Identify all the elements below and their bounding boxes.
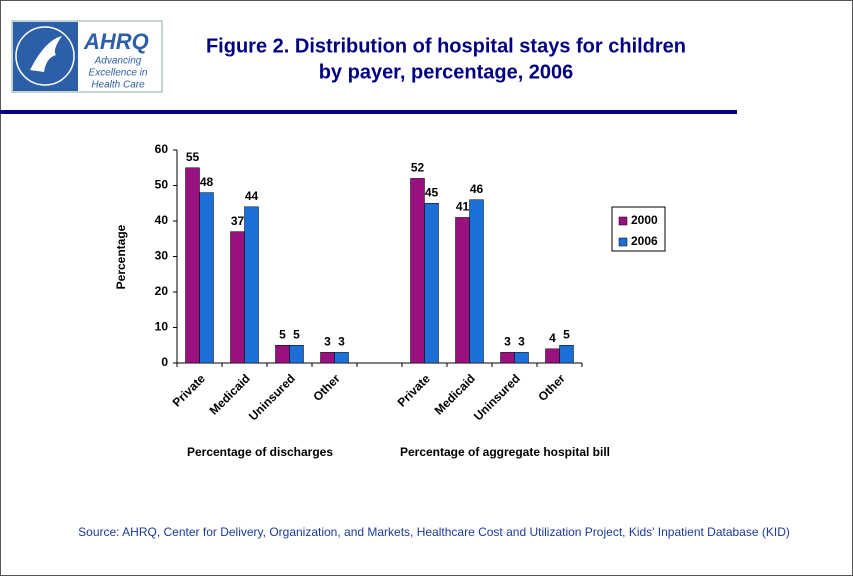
data-label: 52 [411, 161, 425, 175]
data-label: 5 [279, 327, 286, 341]
logo: AHRQ Advancing Excellence in Health Care [11, 20, 163, 93]
legend-label: 2000 [631, 213, 658, 227]
logo-name: AHRQ [83, 29, 149, 54]
x-tick-label: Uninsured [471, 371, 523, 423]
data-label: 5 [293, 327, 300, 341]
bar [559, 345, 574, 364]
bar [334, 352, 349, 364]
x-tick-label: Uninsured [246, 371, 298, 423]
chart-title: Figure 2. Distribution of hospital stays… [206, 35, 686, 57]
bar [230, 231, 245, 364]
y-tick-label: 40 [155, 213, 169, 227]
y-tick-label: 50 [155, 178, 169, 192]
y-axis-label: Percentage [114, 224, 128, 289]
data-label: 3 [324, 335, 331, 349]
data-label: 45 [425, 185, 439, 199]
bar [410, 178, 425, 364]
y-tick-label: 60 [155, 142, 169, 156]
chart-title: by payer, percentage, 2006 [319, 61, 574, 83]
data-label: 3 [338, 335, 345, 349]
bar [244, 206, 259, 364]
logo-tagline: Health Care [91, 80, 145, 91]
x-tick-label: Other [310, 371, 343, 404]
bar [469, 199, 484, 364]
bar [424, 203, 439, 364]
legend-swatch [618, 216, 628, 226]
y-tick-label: 30 [155, 249, 169, 263]
source: Source: AHRQ, Center for Delivery, Organ… [78, 525, 790, 539]
bar [275, 345, 290, 364]
seal-ring [15, 26, 75, 86]
logo-tagline: Advancing [94, 56, 142, 67]
bar [199, 192, 214, 364]
data-label: 4 [549, 331, 556, 345]
bar [514, 352, 529, 364]
legend-label: 2006 [631, 234, 658, 248]
group-label: Percentage of aggregate hospital bill [400, 445, 610, 459]
data-label: 37 [231, 214, 245, 228]
x-tick-label: Private [170, 371, 208, 409]
bar [545, 348, 560, 364]
eagle [30, 36, 62, 72]
y-tick-label: 0 [161, 355, 168, 369]
data-label: 5 [563, 327, 570, 341]
data-label: 44 [245, 189, 259, 203]
y-tick-label: 20 [155, 284, 169, 298]
bar [289, 345, 304, 364]
x-tick-label: Other [535, 371, 568, 404]
bar [455, 217, 470, 364]
y-tick-label: 10 [155, 320, 169, 334]
legend-swatch [618, 237, 628, 247]
data-label: 3 [518, 335, 525, 349]
data-label: 46 [470, 182, 484, 196]
bar [320, 352, 335, 364]
bar [185, 167, 200, 364]
data-label: 48 [200, 175, 214, 189]
group-label: Percentage of discharges [187, 445, 333, 459]
x-tick-label: Medicaid [207, 371, 253, 417]
data-label: 41 [456, 200, 470, 214]
bar [500, 352, 515, 364]
logo-tagline: Excellence in [89, 68, 148, 79]
data-label: 3 [504, 335, 511, 349]
data-label: 55 [186, 150, 200, 164]
rule [0, 110, 737, 114]
x-tick-label: Private [395, 371, 433, 409]
x-tick-label: Medicaid [432, 371, 478, 417]
